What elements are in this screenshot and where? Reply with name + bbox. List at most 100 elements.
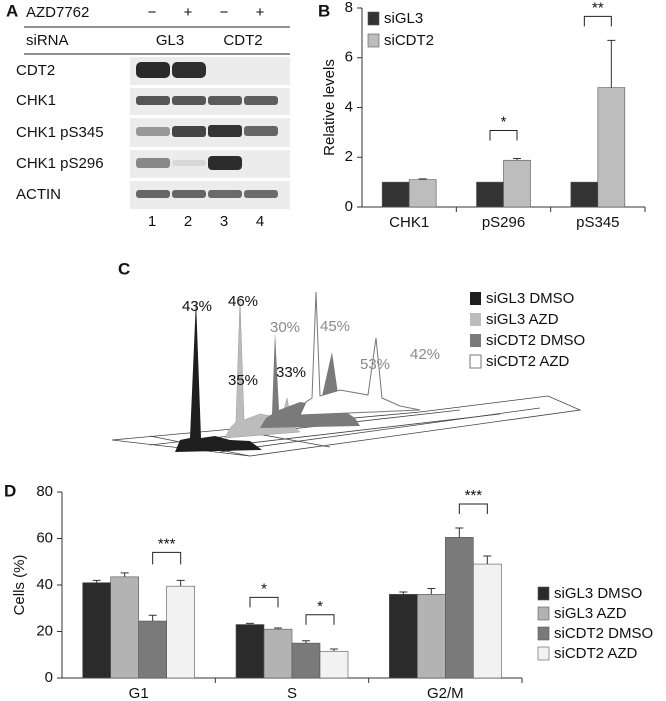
treatment-sign: − — [220, 4, 229, 21]
group-label: GL3 — [156, 32, 184, 49]
bar — [570, 181, 599, 208]
legend-swatch — [469, 354, 482, 369]
legend-label: siCDT2 AZD — [486, 353, 570, 370]
error-bar — [246, 622, 254, 625]
peak-label: 53% — [360, 356, 390, 373]
bar — [82, 582, 111, 679]
treatment-sign: − — [148, 4, 157, 21]
blot-membrane — [130, 57, 290, 209]
peak-label: 46% — [228, 293, 258, 310]
bar — [389, 593, 418, 679]
bar — [408, 179, 437, 208]
significance-label: * — [261, 580, 267, 597]
significance-bracket — [305, 614, 335, 625]
lane-number: 3 — [220, 213, 228, 230]
significance-bracket — [583, 15, 612, 27]
legend-swatch — [537, 586, 550, 601]
y-tick-label: 8 — [345, 0, 353, 16]
legend-label: siGL3 — [384, 10, 423, 27]
histogram-curve — [175, 300, 262, 452]
legend-label: siGL3 AZD — [486, 311, 559, 328]
row-label: CHK1 pS345 — [16, 124, 104, 141]
error-bar — [148, 614, 157, 622]
bar — [235, 624, 265, 679]
significance-bracket — [152, 551, 182, 565]
treatment-sign: + — [256, 4, 265, 21]
significance-bracket — [249, 596, 279, 608]
bar — [597, 87, 626, 208]
bar — [319, 650, 349, 679]
error-bar — [176, 579, 185, 587]
row-label: CDT2 — [16, 62, 55, 79]
y-tick-label: 60 — [36, 529, 53, 546]
histogram-curve — [299, 291, 421, 416]
legend-swatch — [470, 313, 481, 326]
legend-label: siGL3 DMSO — [486, 290, 574, 307]
peak-label: 43% — [182, 298, 212, 315]
bar — [445, 537, 474, 679]
bar — [291, 642, 321, 679]
peak-label: 30% — [270, 319, 300, 336]
legend-swatch — [537, 646, 550, 661]
error-bar — [513, 157, 521, 161]
legend-label: siCDT2 AZD — [554, 645, 638, 662]
bar — [110, 576, 139, 679]
y-tick-label: 40 — [36, 576, 53, 593]
lane-number: 4 — [256, 213, 264, 230]
bar — [263, 628, 293, 679]
row-label: CHK1 pS296 — [16, 155, 104, 172]
legend-label: siGL3 AZD — [554, 605, 627, 622]
peak-label: 45% — [320, 318, 350, 335]
group-label: CDT2 — [223, 32, 262, 49]
panel-letter: A — [6, 1, 18, 20]
sirna-label: siRNA — [26, 32, 69, 49]
histogram-panel: C 43% 46% 30% 45% 35% 33% 53% 42% siGL3 … — [111, 259, 585, 457]
error-bar — [483, 555, 492, 565]
y-tick-label: 0 — [45, 669, 53, 686]
blot-panel: A AZD7762 − + − + siRNA GL3 CDT2 CDT2 CH… — [6, 1, 290, 230]
significance-label: * — [317, 598, 323, 615]
error-bar — [455, 527, 464, 538]
error-bar — [92, 579, 101, 583]
bar — [476, 181, 504, 208]
error-bar — [120, 572, 129, 577]
bar — [417, 593, 446, 679]
error-bar — [399, 591, 408, 595]
x-tick-label: pS345 — [576, 214, 619, 231]
legend-label: siGL3 DMSO — [554, 585, 642, 602]
bar — [473, 563, 502, 679]
bar — [138, 620, 167, 679]
row-label: ACTIN — [16, 186, 61, 203]
bar — [381, 181, 410, 208]
bar — [503, 159, 531, 208]
lane-number: 2 — [184, 213, 192, 230]
treatment-label: AZD7762 — [26, 4, 89, 21]
treatment-sign: + — [184, 4, 193, 21]
panel-letter: D — [4, 481, 16, 500]
significance-bracket — [489, 129, 518, 141]
y-axis-label: Cells (%) — [11, 555, 28, 616]
legend-swatch — [367, 33, 380, 48]
x-tick-label: G1 — [129, 685, 149, 701]
x-tick-label: G2/M — [427, 685, 464, 701]
error-bar — [427, 587, 436, 595]
y-tick-label: 4 — [345, 98, 353, 115]
histogram-curve — [224, 297, 301, 439]
legend-label: siCDT2 — [384, 32, 434, 49]
legend-label: siCDT2 DMSO — [486, 332, 585, 349]
significance-label: *** — [158, 535, 176, 552]
error-bar — [418, 178, 427, 180]
peak-label: 33% — [276, 364, 306, 381]
panel-letter: B — [318, 1, 330, 20]
y-tick-label: 0 — [345, 198, 353, 215]
legend-swatch — [537, 626, 550, 641]
y-tick-label: 6 — [345, 49, 353, 66]
lane-number: 1 — [148, 213, 156, 230]
significance-label: * — [501, 113, 507, 130]
peak-label: 42% — [410, 346, 440, 363]
peak-label: 35% — [228, 372, 258, 389]
legend-swatch — [537, 606, 550, 621]
panel-letter: C — [118, 259, 130, 278]
x-tick-label: S — [287, 685, 297, 701]
significance-label: ** — [592, 0, 604, 16]
